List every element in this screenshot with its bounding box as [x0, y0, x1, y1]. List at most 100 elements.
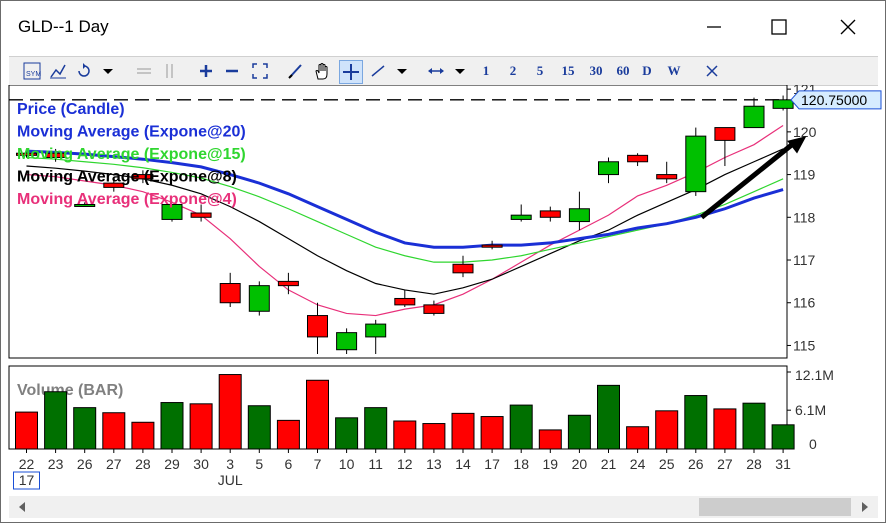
date-tick-label: 5: [255, 456, 263, 472]
date-tick-label: 28: [746, 456, 762, 472]
candle-body: [74, 203, 96, 207]
date-tick-label: 6: [285, 456, 293, 472]
interval-30-button[interactable]: 30: [589, 63, 603, 78]
price-tick-label: 120: [793, 124, 817, 140]
date-tick-label: 3: [226, 456, 234, 472]
volume-bar: [567, 414, 591, 450]
horizontal-scrollbar[interactable]: [9, 496, 878, 518]
volume-bar: [626, 426, 650, 450]
legend-entry: Price (Candle): [17, 101, 125, 118]
chart-type-icon[interactable]: [47, 60, 69, 82]
volume-bar: [247, 405, 271, 450]
line-tool-icon[interactable]: [367, 60, 389, 82]
volume-bar: [218, 374, 242, 450]
date-tick-label: 28: [135, 456, 151, 472]
ema4-line: [26, 124, 784, 317]
refresh-icon[interactable]: [73, 60, 95, 82]
dropdown-icon[interactable]: [391, 60, 413, 82]
date-tick-label: 18: [513, 456, 529, 472]
chart-svg[interactable]: 12 11 20 119 118 117 116 115 Price (Candle) Movin…: [1, 81, 885, 495]
price-tick-label: 119: [793, 167, 816, 183]
volume-bar: [306, 379, 329, 450]
interval-1-button[interactable]: 1: [482, 63, 490, 78]
volume-bar: [44, 391, 68, 450]
volume-tick-label: 12.1M: [795, 367, 834, 383]
candle-body: [568, 208, 590, 223]
date-tick-label: 19: [543, 456, 559, 472]
zoom-out-icon[interactable]: [221, 60, 243, 82]
volume-bar: [771, 424, 795, 450]
volume-bar: [73, 407, 97, 450]
candle-body: [627, 154, 649, 163]
trend-arrow-head: [787, 136, 807, 154]
separator-icon[interactable]: [133, 60, 155, 82]
date-tick-label: 31: [775, 456, 791, 472]
candle-body: [394, 297, 416, 306]
volume-bar: [335, 417, 359, 450]
date-tick-label: 27: [717, 456, 733, 472]
date-cursor-box: [13, 471, 40, 490]
candle-body: [685, 135, 707, 193]
date-tick-label: 14: [455, 456, 471, 472]
price-panel: [8, 84, 788, 359]
ema8-line: [26, 148, 784, 295]
candle-body: [161, 203, 183, 220]
trend-arrow-line: [700, 139, 798, 220]
scroll-icon[interactable]: [425, 60, 447, 82]
volume-bar: [422, 423, 446, 450]
volume-bar: [15, 411, 38, 450]
interval-daily-button[interactable]: D: [642, 63, 652, 78]
legend-entry: Moving Average (Expone@4): [17, 191, 237, 208]
volume-label: Volume (BAR): [17, 382, 123, 399]
hand-icon[interactable]: [311, 60, 333, 82]
candle-body: [365, 323, 387, 338]
volume-bar: [480, 416, 504, 450]
last-price-label: 120.75000: [801, 92, 867, 108]
volume-bar: [276, 419, 300, 450]
interval-weekly-button[interactable]: W: [667, 63, 681, 78]
volume-bar: [160, 402, 184, 450]
candle-body: [307, 315, 328, 338]
volume-tick-label: 0: [809, 436, 817, 452]
volume-bar: [131, 421, 155, 450]
maximize-icon[interactable]: [764, 11, 794, 43]
draw-icon[interactable]: [285, 60, 307, 82]
scroll-right-icon[interactable]: [862, 502, 868, 512]
interval-60-button[interactable]: 60: [616, 63, 630, 78]
svg-text:SYM: SYM: [26, 71, 41, 78]
dropdown-icon[interactable]: [449, 60, 471, 82]
interval-2-button[interactable]: 2: [509, 63, 517, 78]
candle-body: [248, 285, 270, 312]
candle-body: [219, 283, 241, 304]
zoom-in-icon[interactable]: [195, 60, 217, 82]
volume-bar: [655, 410, 679, 450]
date-tick-label: 25: [659, 456, 675, 472]
chart-area[interactable]: 12 11 20 119 118 117 116 115 Price (Candle) Movin…: [1, 81, 885, 495]
symbol-icon[interactable]: SYM: [21, 60, 43, 82]
volume-bar: [393, 420, 417, 450]
fit-icon[interactable]: [249, 60, 271, 82]
date-tick-label: 26: [77, 456, 93, 472]
close-icon[interactable]: [833, 11, 863, 43]
date-tick-label: 26: [688, 456, 704, 472]
candle-body: [103, 182, 125, 188]
volume-bar: [189, 403, 213, 450]
ema20-line: [26, 149, 784, 249]
price-tick-label: 116: [793, 295, 816, 311]
interval-15-button[interactable]: 15: [561, 63, 575, 78]
candle-body: [423, 304, 445, 314]
date-tick-label: 11: [368, 456, 383, 472]
dropdown-icon[interactable]: [97, 60, 119, 82]
bars-icon[interactable]: [159, 60, 181, 82]
scroll-thumb[interactable]: [699, 498, 851, 516]
scroll-left-icon[interactable]: [19, 502, 25, 512]
date-tick-label: 22: [19, 456, 35, 472]
title-bar: GLD--1 Day: [1, 1, 885, 53]
minimize-icon[interactable]: [699, 11, 729, 43]
date-annotation-label: JUL: [218, 472, 243, 488]
volume-bar: [509, 404, 533, 450]
close-chart-icon[interactable]: [701, 60, 723, 82]
crosshair-icon[interactable]: [339, 60, 363, 84]
interval-5-button[interactable]: 5: [536, 63, 544, 78]
